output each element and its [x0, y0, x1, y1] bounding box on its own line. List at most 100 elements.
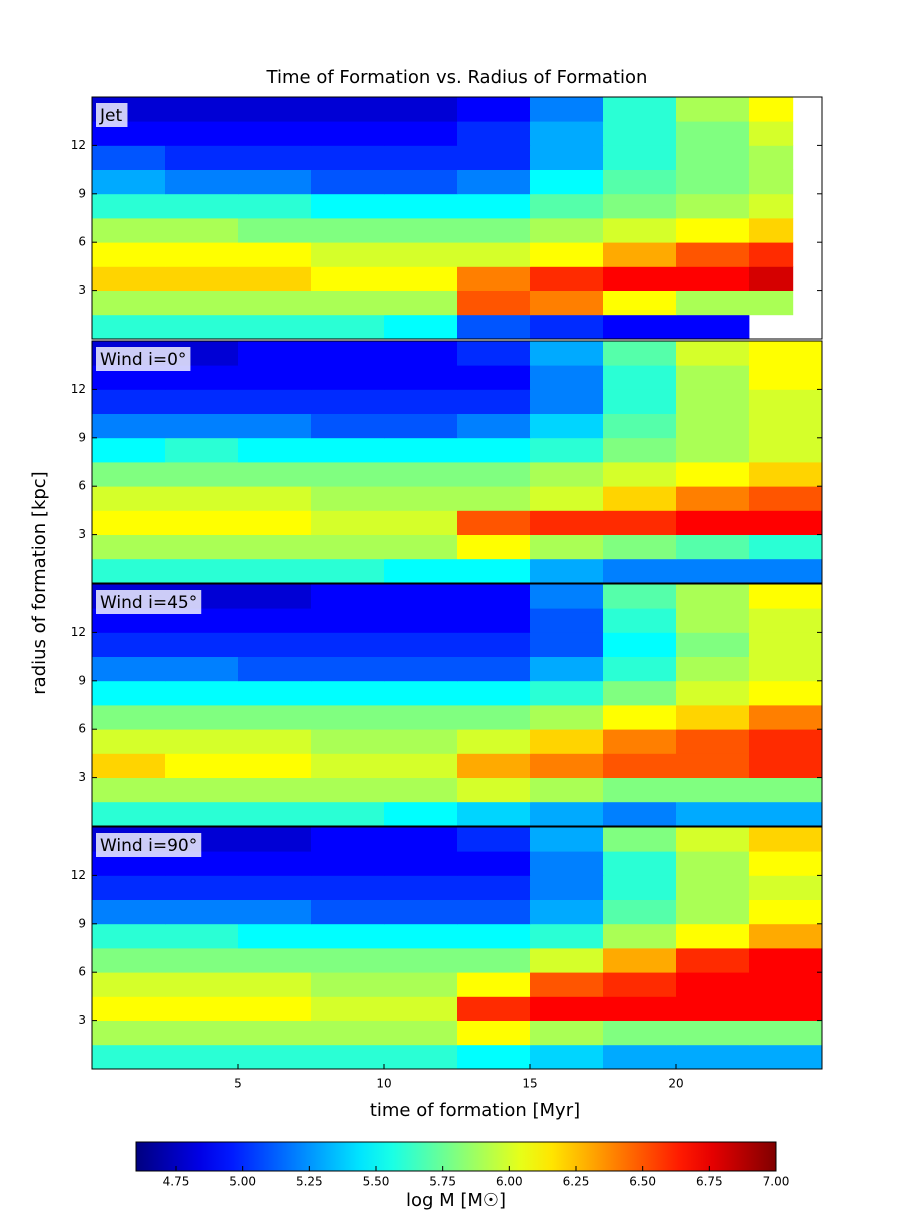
y-tick-label: 9: [78, 916, 86, 930]
heatmap-cell: [749, 97, 794, 122]
heatmap-cell: [165, 314, 239, 340]
heatmap-cell: [603, 948, 677, 973]
heatmap-cell: [238, 948, 312, 973]
y-tick-label: 3: [78, 527, 86, 541]
heatmap-cell: [457, 145, 531, 170]
heatmap-cell: [749, 680, 823, 706]
heatmap-cell: [676, 389, 750, 414]
heatmap-cell: [92, 705, 166, 730]
heatmap-cell: [92, 314, 166, 340]
heatmap-cell: [530, 121, 604, 146]
heatmap-cell: [603, 608, 677, 633]
heatmap-cell: [238, 389, 312, 414]
heatmap-cell: [165, 413, 239, 439]
heatmap-cell: [530, 827, 604, 852]
heatmap-cell: [676, 290, 750, 316]
heatmap-cell: [238, 827, 312, 852]
heatmap-cell: [530, 145, 604, 170]
heatmap-cell: [530, 365, 604, 390]
heatmap-cell: [603, 584, 677, 609]
heatmap-cell: [530, 584, 604, 609]
heatmap-cell: [238, 169, 312, 195]
heatmap-cell: [530, 486, 604, 511]
heatmap-cell: [311, 729, 385, 754]
heatmap-cell: [311, 462, 385, 487]
heatmap-cell: [92, 656, 166, 682]
heatmap-cell: [749, 266, 794, 291]
heatmap-cell: [238, 1044, 312, 1070]
heatmap-cell: [384, 97, 458, 122]
heatmap-cell: [603, 437, 677, 463]
y-axis-label: radius of formation [kpc]: [29, 471, 50, 694]
heatmap-cell: [749, 584, 823, 609]
heatmap-cell: [238, 632, 312, 657]
heatmap-cell: [530, 510, 604, 535]
y-tick-label: 6: [78, 965, 86, 979]
heatmap-cell: [238, 266, 312, 291]
heatmap-cell: [238, 1020, 312, 1046]
heatmap-cell: [165, 437, 239, 463]
heatmap-cell: [311, 948, 385, 973]
heatmap-cell: [238, 341, 312, 366]
heatmap-cell: [457, 193, 531, 219]
heatmap-cell: [311, 972, 385, 997]
heatmap-cell: [530, 801, 604, 827]
heatmap-cell: [530, 996, 604, 1021]
heatmap-cell: [92, 948, 166, 973]
heatmap-cell: [311, 899, 385, 925]
heatmap-cell: [92, 169, 166, 195]
heatmap-cell: [603, 705, 677, 730]
heatmap-cell: [676, 1020, 750, 1046]
heatmap-cell: [603, 777, 677, 803]
heatmap-cell: [676, 996, 750, 1021]
heatmap-cell: [238, 121, 312, 146]
panel-label-box: [96, 833, 202, 857]
heatmap-cell: [384, 948, 458, 973]
heatmap-cell: [311, 584, 385, 609]
y-tick-label: 6: [78, 722, 86, 736]
heatmap-cell: [311, 389, 385, 414]
heatmap-cell: [311, 242, 385, 267]
heatmap-cell: [603, 389, 677, 414]
colorbar-tick-label: 5.75: [429, 1175, 456, 1189]
heatmap-cell: [749, 389, 823, 414]
heatmap-cell: [749, 948, 823, 973]
heatmap-cell: [92, 389, 166, 414]
heatmap-cell: [238, 753, 312, 778]
heatmap-cell: [165, 558, 239, 584]
heatmap-cell: [165, 923, 239, 949]
heatmap-cell: [384, 486, 458, 511]
heatmap-cell: [165, 801, 239, 827]
heatmap-cell: [749, 705, 823, 730]
heatmap-cell: [311, 218, 385, 243]
heatmap-cell: [92, 193, 166, 219]
heatmap-cell: [530, 437, 604, 463]
heatmap-cell: [165, 266, 239, 291]
heatmap-cell: [165, 777, 239, 803]
heatmap-cell: [603, 875, 677, 900]
heatmap-cell: [603, 827, 677, 852]
heatmap-cell: [457, 608, 531, 633]
heatmap-cell: [311, 851, 385, 876]
heatmap-cell: [165, 193, 239, 219]
heatmap-cell: [457, 510, 531, 535]
heatmap-cell: [603, 193, 677, 219]
heatmap-cell: [165, 462, 239, 487]
heatmap-cell: [603, 169, 677, 195]
x-axis-label: time of formation [Myr]: [370, 1100, 580, 1121]
heatmap-cell: [530, 851, 604, 876]
heatmap-cell: [457, 851, 531, 876]
heatmap-cell: [92, 753, 166, 778]
heatmap-cell: [92, 996, 166, 1021]
heatmap-cell: [603, 729, 677, 754]
heatmap-cell: [238, 534, 312, 560]
heatmap-cell: [165, 899, 239, 925]
heatmap-cell: [384, 753, 458, 778]
heatmap-cell: [530, 341, 604, 366]
y-tick-label: 9: [78, 430, 86, 444]
heatmap-cell: [384, 314, 458, 340]
panel-label-box: [96, 347, 191, 371]
heatmap-cell: [749, 923, 823, 949]
heatmap-cell: [384, 169, 458, 195]
heatmap-cell: [530, 705, 604, 730]
